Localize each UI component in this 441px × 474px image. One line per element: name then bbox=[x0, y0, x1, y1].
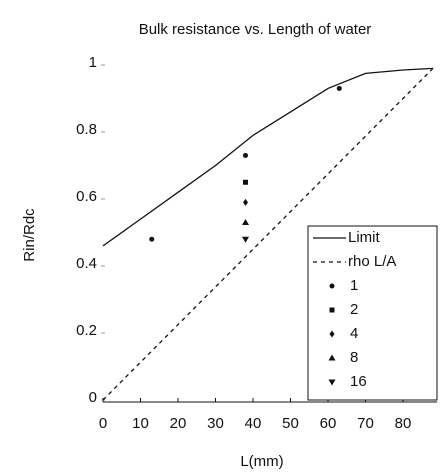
line bbox=[102, 67, 434, 401]
point bbox=[243, 198, 248, 206]
legend-label: 4 bbox=[350, 325, 358, 342]
legend-marker bbox=[329, 330, 335, 338]
x-tick-label: 0 bbox=[99, 415, 107, 432]
legend-marker bbox=[329, 283, 335, 289]
y-tick-label: 0 bbox=[89, 389, 97, 406]
y-tick-label: 1 bbox=[89, 54, 97, 71]
x-tick-label: 60 bbox=[320, 415, 337, 432]
legend-marker bbox=[328, 379, 336, 386]
point bbox=[243, 179, 248, 185]
x-tick-label: 20 bbox=[170, 415, 187, 432]
x-tick-label: 80 bbox=[395, 415, 412, 432]
y-tick-label: 0.4 bbox=[76, 255, 97, 272]
x-tick-label: 50 bbox=[282, 415, 299, 432]
line bbox=[102, 67, 434, 247]
legend-box bbox=[307, 225, 438, 401]
y-tick-label: 0.6 bbox=[76, 188, 97, 205]
legend-label: Limit bbox=[348, 229, 381, 246]
legend-label: 2 bbox=[350, 301, 358, 318]
y-axis-label: Rin/Rdc bbox=[21, 208, 38, 262]
point bbox=[242, 236, 249, 243]
point bbox=[243, 152, 248, 158]
x-axis-label: L(mm) bbox=[240, 453, 283, 470]
legend-label: rho L/A bbox=[348, 253, 396, 270]
point bbox=[149, 236, 155, 242]
legend-label: 1 bbox=[350, 277, 358, 294]
x-tick-label: 30 bbox=[207, 415, 224, 432]
x-tick-label: 70 bbox=[357, 415, 374, 432]
chart-title: Bulk resistance vs. Length of water bbox=[139, 21, 372, 38]
legend-marker bbox=[329, 307, 335, 313]
legend-label: 8 bbox=[350, 349, 358, 366]
legend-label: 16 bbox=[350, 373, 367, 390]
legend-marker bbox=[328, 354, 336, 361]
y-tick-label: 0.2 bbox=[76, 322, 97, 339]
x-tick-label: 10 bbox=[132, 415, 149, 432]
y-tick-label: 0.8 bbox=[76, 121, 97, 138]
point bbox=[242, 218, 249, 225]
x-tick-label: 40 bbox=[245, 415, 262, 432]
point bbox=[336, 85, 342, 91]
